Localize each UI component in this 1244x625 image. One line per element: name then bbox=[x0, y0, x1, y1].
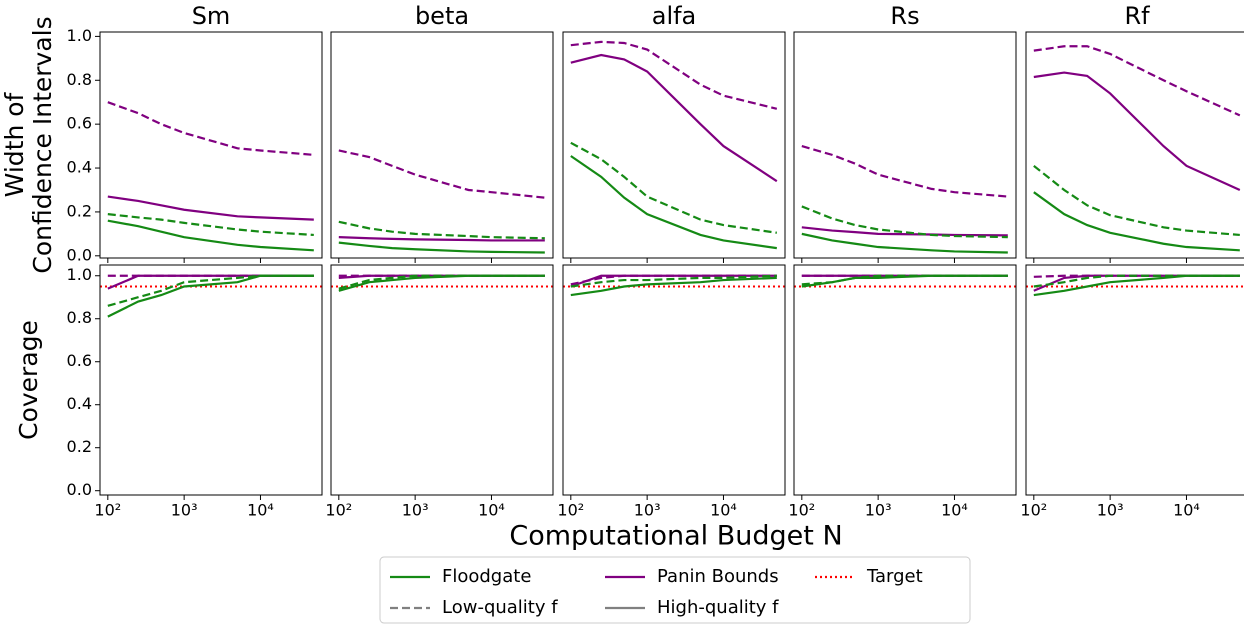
x-tick-label: 10⁴ bbox=[1173, 501, 1200, 520]
series-line bbox=[570, 274, 777, 288]
x-tick-label: 10² bbox=[325, 501, 352, 520]
series-line bbox=[570, 141, 777, 234]
x-tick-label: 10² bbox=[94, 501, 121, 520]
y-tick-label: 1.0 bbox=[67, 26, 92, 45]
series-line bbox=[107, 101, 314, 156]
panel-title: beta bbox=[415, 2, 469, 30]
x-tick-label: 10² bbox=[557, 501, 584, 520]
y-tick-label: 0.2 bbox=[67, 437, 92, 456]
series-line bbox=[107, 195, 314, 221]
panel-frame bbox=[793, 264, 1017, 496]
y-axis-label: Confidence Intervals bbox=[28, 16, 57, 273]
series-line bbox=[1033, 164, 1240, 237]
panel-frame bbox=[1025, 31, 1244, 259]
y-tick-label: 0.0 bbox=[67, 245, 92, 264]
series-line bbox=[801, 226, 1008, 237]
panel-frame bbox=[330, 31, 554, 259]
series-line bbox=[801, 274, 1008, 288]
series-line bbox=[570, 274, 777, 288]
series-line bbox=[1033, 274, 1240, 297]
panel-frame bbox=[562, 31, 786, 259]
series-line bbox=[1033, 45, 1241, 117]
y-tick-label: 0.6 bbox=[67, 114, 92, 133]
series-line bbox=[801, 205, 1008, 239]
panel-frame bbox=[793, 31, 1017, 259]
y-tick-label: 0.8 bbox=[67, 308, 92, 327]
y-tick-label: 0.2 bbox=[67, 201, 92, 220]
panel-frame bbox=[330, 264, 554, 496]
panel-title: Sm bbox=[192, 2, 231, 30]
legend-label: High-quality f bbox=[657, 597, 779, 618]
y-axis-label: Width of bbox=[0, 91, 29, 197]
y-tick-label: 0.4 bbox=[67, 158, 92, 177]
y-tick-label: 0.8 bbox=[67, 70, 92, 89]
x-tick-label: 10² bbox=[788, 501, 815, 520]
series-line bbox=[1033, 274, 1240, 288]
y-tick-label: 0.4 bbox=[67, 394, 92, 413]
y-tick-label: 0.0 bbox=[67, 480, 92, 499]
panel-frame bbox=[99, 31, 323, 259]
panel-title: Rf bbox=[1124, 2, 1150, 30]
legend-label: Floodgate bbox=[442, 566, 531, 587]
series-line bbox=[338, 149, 545, 199]
x-tick-label: 10⁴ bbox=[478, 501, 505, 520]
y-tick-label: 0.6 bbox=[67, 351, 92, 370]
series-line bbox=[801, 232, 1008, 254]
series-line bbox=[338, 236, 545, 242]
y-axis-label: Coverage bbox=[14, 320, 43, 440]
series-line bbox=[107, 213, 314, 237]
series-line bbox=[338, 274, 545, 292]
legend-label: Low-quality f bbox=[442, 597, 558, 618]
series-line bbox=[338, 220, 545, 240]
x-tick-label: 10³ bbox=[865, 501, 892, 520]
panel-frame bbox=[1025, 264, 1244, 496]
panel-title: alfa bbox=[652, 2, 697, 30]
x-tick-label: 10⁴ bbox=[941, 501, 968, 520]
legend-label: Target bbox=[866, 566, 923, 587]
series-line bbox=[1033, 71, 1241, 191]
legend-label: Panin Bounds bbox=[657, 566, 779, 587]
series-line bbox=[338, 241, 545, 254]
legend-box bbox=[379, 556, 971, 624]
x-tick-label: 10³ bbox=[1097, 501, 1124, 520]
panel-frame bbox=[99, 264, 323, 496]
x-tick-label: 10⁴ bbox=[247, 501, 274, 520]
series-line bbox=[107, 219, 314, 252]
series-line bbox=[1033, 191, 1240, 252]
x-tick-label: 10³ bbox=[171, 501, 198, 520]
series-line bbox=[570, 155, 777, 250]
series-line bbox=[1033, 274, 1240, 292]
series-line bbox=[107, 274, 314, 318]
x-tick-label: 10⁴ bbox=[710, 501, 737, 520]
series-line bbox=[338, 274, 545, 290]
x-axis-label: Computational Budget N bbox=[509, 521, 842, 552]
panel-title: Rs bbox=[890, 2, 919, 30]
x-tick-label: 10³ bbox=[402, 501, 429, 520]
y-tick-label: 1.0 bbox=[67, 265, 92, 284]
series-line bbox=[570, 276, 777, 297]
series-line bbox=[570, 53, 778, 183]
x-tick-label: 10³ bbox=[634, 501, 661, 520]
panel-frame bbox=[562, 264, 786, 496]
series-line bbox=[801, 145, 1008, 198]
x-tick-label: 10² bbox=[1020, 501, 1047, 520]
series-line bbox=[570, 40, 778, 110]
